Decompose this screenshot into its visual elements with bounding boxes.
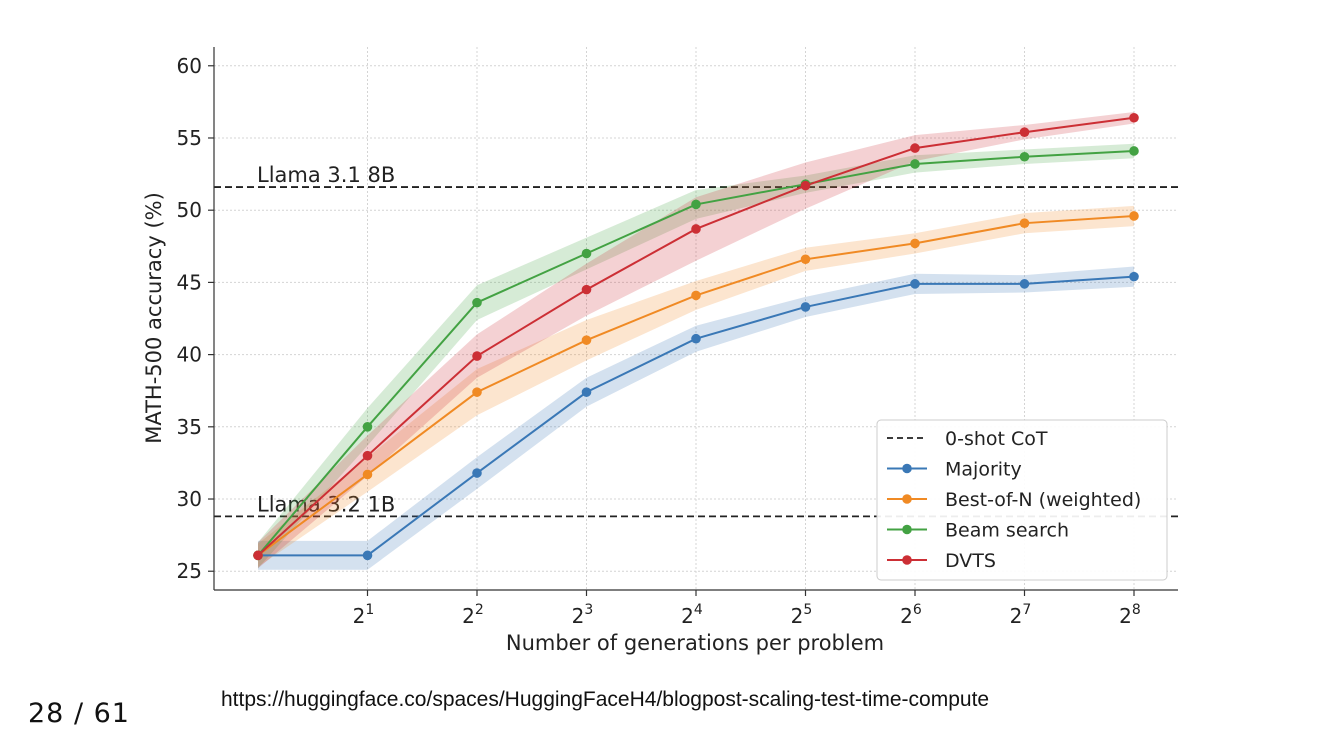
series-2-point bbox=[1129, 211, 1139, 221]
series-2-point bbox=[910, 238, 920, 249]
series-4-point bbox=[910, 143, 920, 153]
series-2-point bbox=[472, 387, 482, 397]
series-4-point bbox=[581, 284, 592, 295]
legend: 0-shot CoT Majority Best-of-N (weighted) Be… bbox=[876, 419, 1168, 581]
legend-label: Beam search bbox=[945, 520, 1069, 542]
series-1-point bbox=[691, 333, 701, 344]
legend-box bbox=[876, 419, 1168, 581]
x-tick-label: 21 bbox=[353, 602, 375, 628]
series-3-point bbox=[581, 248, 592, 259]
legend-label: DVTS bbox=[945, 550, 996, 572]
y-tick-label: 35 bbox=[177, 415, 202, 439]
series-2-point bbox=[581, 335, 592, 345]
series-4-point bbox=[253, 550, 263, 561]
x-tick-label: 25 bbox=[791, 602, 813, 628]
legend-marker bbox=[902, 494, 912, 504]
series-1-point bbox=[1129, 271, 1139, 282]
x-tick-label: 22 bbox=[462, 602, 484, 628]
source-url: https://huggingface.co/spaces/HuggingFac… bbox=[221, 688, 990, 711]
legend-label: Majority bbox=[945, 459, 1022, 481]
x-tick-label: 28 bbox=[1119, 602, 1141, 628]
series-3-point bbox=[362, 422, 373, 432]
series-1-point bbox=[362, 550, 373, 561]
legend-label: Best-of-N (weighted) bbox=[945, 489, 1141, 511]
grid-lines bbox=[214, 47, 1178, 590]
x-tick-label: 26 bbox=[900, 602, 922, 628]
reference-line-label-1: Llama 3.1 8B bbox=[257, 163, 395, 187]
page-number: 28 / 61 bbox=[28, 698, 130, 729]
series-3-point bbox=[472, 297, 482, 308]
y-tick-label: 60 bbox=[177, 54, 202, 78]
series-2-point bbox=[800, 254, 811, 265]
series-3-point bbox=[1019, 151, 1030, 162]
x-tick-label: 23 bbox=[572, 602, 594, 628]
series-1-point bbox=[1019, 279, 1030, 289]
y-tick-label: 40 bbox=[177, 343, 202, 367]
series-3-point bbox=[691, 199, 701, 210]
legend-marker bbox=[902, 524, 912, 535]
series-1-point bbox=[472, 468, 482, 478]
series-4-point bbox=[472, 351, 482, 361]
series-2-point bbox=[1019, 218, 1030, 228]
axes bbox=[208, 47, 1178, 596]
legend-marker bbox=[902, 463, 912, 474]
series-3-point bbox=[1129, 146, 1139, 156]
y-tick-label: 55 bbox=[177, 126, 202, 150]
series-3-point bbox=[910, 159, 920, 169]
tick-labels: 25 30 35 40 45 50 55 60 21 22 23 24 25 26 27 28 Number o… bbox=[142, 54, 1141, 655]
series-4-point bbox=[1019, 127, 1030, 138]
series-1-point bbox=[910, 279, 920, 289]
y-tick-label: 25 bbox=[177, 559, 202, 583]
y-tick-label: 30 bbox=[177, 487, 202, 511]
series-2-point bbox=[362, 469, 373, 480]
y-tick-label: 50 bbox=[177, 198, 202, 222]
series-4-point bbox=[362, 450, 373, 461]
series-4-point bbox=[1129, 112, 1139, 123]
series-4-point bbox=[800, 180, 811, 191]
x-tick-label: 24 bbox=[681, 602, 703, 628]
x-tick-label: 27 bbox=[1010, 602, 1032, 628]
series-1-point bbox=[581, 387, 592, 397]
legend-label: 0-shot CoT bbox=[945, 428, 1048, 450]
x-axis-label: Number of generations per problem bbox=[506, 631, 884, 655]
legend-marker bbox=[902, 555, 912, 565]
series-2-point bbox=[691, 290, 701, 301]
band-3 bbox=[258, 143, 1134, 569]
series-4-point bbox=[691, 224, 701, 234]
y-axis-label: MATH-500 accuracy (%) bbox=[142, 192, 166, 444]
band-1 bbox=[258, 266, 1134, 570]
series-points bbox=[253, 112, 1139, 561]
y-tick-label: 45 bbox=[177, 270, 202, 294]
series-1-point bbox=[800, 302, 811, 312]
